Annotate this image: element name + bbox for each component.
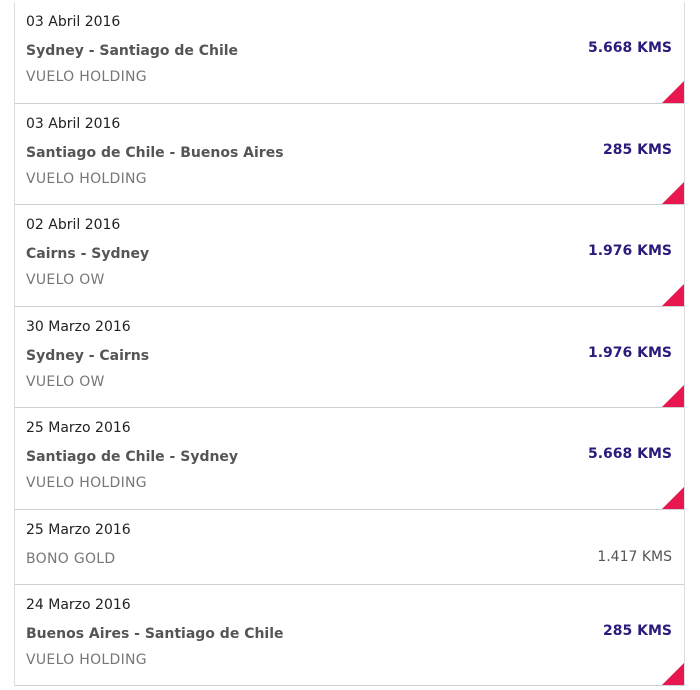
transaction-list: 03 Abril 2016 Sydney - Santiago de Chile V… <box>14 2 685 686</box>
corner-marker <box>662 80 684 103</box>
type: VUELO OW <box>26 373 105 390</box>
type: BONO GOLD <box>26 550 116 567</box>
date: 03 Abril 2016 <box>26 115 121 132</box>
transaction-item: 03 Abril 2016 Santiago de Chile - Buenos … <box>15 104 684 205</box>
transaction-item: 25 Marzo 2016 BONO GOLD 1.417 KMS <box>15 510 684 585</box>
corner-marker <box>662 283 684 306</box>
route: Santiago de Chile - Sydney <box>26 449 239 465</box>
corner-marker <box>662 385 684 407</box>
route: Sydney - Cairns <box>26 347 150 364</box>
date: 02 Abril 2016 <box>26 217 121 233</box>
date: 30 Marzo 2016 <box>26 318 131 335</box>
transaction-item: 25 Marzo 2016 Santiago de Chile - Sydney V… <box>15 408 684 510</box>
route: Buenos Aires - Santiago de Chile <box>26 625 284 642</box>
kms: 5.668 KMS <box>587 446 672 462</box>
type: VUELO OW <box>26 272 105 288</box>
kms: 285 KMS <box>603 622 672 639</box>
transaction-item: 03 Abril 2016 Sydney - Santiago de Chile V… <box>15 2 684 104</box>
corner-marker <box>662 663 684 685</box>
date: 25 Marzo 2016 <box>26 420 131 436</box>
route: Sydney - Santiago de Chile <box>26 43 239 59</box>
corner-marker <box>662 486 684 509</box>
transaction-item: 02 Abril 2016 Cairns - Sydney VUELO OW 1.97… <box>15 205 684 307</box>
transaction-item: 30 Marzo 2016 Sydney - Cairns VUELO OW 1.97… <box>15 307 684 408</box>
type: VUELO HOLDING <box>26 651 147 668</box>
date: 03 Abril 2016 <box>26 14 121 30</box>
kms: 1.417 KMS <box>597 548 672 565</box>
type: VUELO HOLDING <box>26 170 147 187</box>
kms: 285 KMS <box>603 141 672 158</box>
kms: 1.976 KMS <box>587 243 672 259</box>
corner-marker <box>662 182 684 204</box>
route: Santiago de Chile - Buenos Aires <box>26 144 284 161</box>
date: 24 Marzo 2016 <box>26 596 131 613</box>
date: 25 Marzo 2016 <box>26 521 131 538</box>
type: VUELO HOLDING <box>26 69 147 85</box>
kms: 1.976 KMS <box>587 344 672 361</box>
route: Cairns - Sydney <box>26 246 150 262</box>
type: VUELO HOLDING <box>26 475 147 491</box>
transaction-item: 24 Marzo 2016 Buenos Aires - Santiago de … <box>15 585 684 686</box>
kms: 5.668 KMS <box>587 40 672 56</box>
